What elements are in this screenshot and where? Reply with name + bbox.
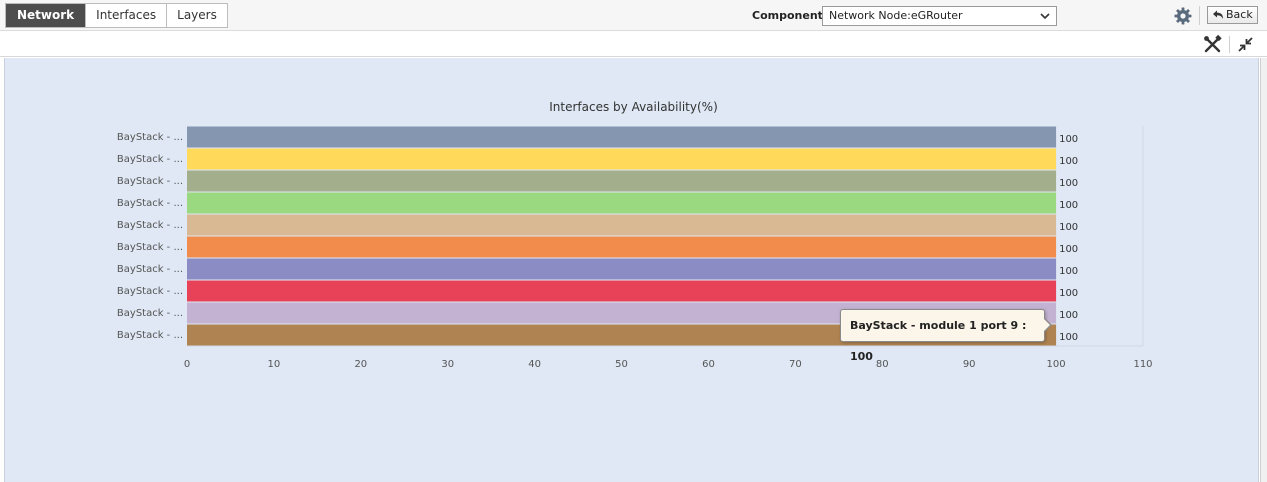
bar[interactable] xyxy=(187,280,1057,302)
bar[interactable] xyxy=(187,302,1057,324)
x-tick-label: 10 xyxy=(268,359,281,370)
toolbar-divider-2 xyxy=(1229,36,1230,53)
data-label: 100 xyxy=(1059,244,1078,255)
chevron-down-icon xyxy=(1040,13,1050,20)
category-label: BayStack - ... xyxy=(117,176,183,187)
bar[interactable] xyxy=(187,324,1057,346)
category-label: BayStack - ... xyxy=(117,308,183,319)
bar[interactable] xyxy=(187,148,1057,170)
tools-icon[interactable] xyxy=(1203,35,1222,54)
x-tick-label: 50 xyxy=(615,359,628,370)
x-tick-label: 80 xyxy=(876,359,889,370)
data-label: 100 xyxy=(1059,266,1078,277)
top-bar: Network Interfaces Layers Component Netw… xyxy=(0,0,1267,31)
x-tick-label: 100 xyxy=(1047,359,1066,370)
x-tick-label: 20 xyxy=(354,359,367,370)
back-button[interactable]: Back xyxy=(1207,6,1258,24)
bar[interactable] xyxy=(187,192,1057,214)
component-label: Component xyxy=(752,9,823,22)
data-label: 100 xyxy=(1059,310,1078,321)
category-label: BayStack - ... xyxy=(117,242,183,253)
category-label: BayStack - ... xyxy=(117,286,183,297)
tooltip-pointer-fill xyxy=(1043,318,1050,332)
category-label: BayStack - ... xyxy=(117,330,183,341)
bar[interactable] xyxy=(187,258,1057,280)
data-label: 100 xyxy=(1059,178,1078,189)
bar[interactable] xyxy=(187,126,1057,148)
bar[interactable] xyxy=(187,214,1057,236)
category-label: BayStack - ... xyxy=(117,220,183,231)
category-label: BayStack - ... xyxy=(117,132,183,143)
x-tick-label: 90 xyxy=(963,359,976,370)
bar[interactable] xyxy=(187,170,1057,192)
vertical-scrollbar[interactable] xyxy=(1260,58,1267,482)
data-label: 100 xyxy=(1059,288,1078,299)
category-label: BayStack - ... xyxy=(117,154,183,165)
data-label: 100 xyxy=(1059,222,1078,233)
toolbar-divider xyxy=(1199,6,1200,25)
x-tick-label: 30 xyxy=(441,359,454,370)
view-tabs: Network Interfaces Layers xyxy=(5,3,228,28)
category-label: BayStack - ... xyxy=(117,198,183,209)
tab-interfaces[interactable]: Interfaces xyxy=(86,4,168,27)
x-tick-label: 60 xyxy=(702,359,715,370)
bar[interactable] xyxy=(187,236,1057,258)
gear-icon[interactable] xyxy=(1174,7,1192,25)
data-label: 100 xyxy=(1059,332,1078,343)
data-label: 100 xyxy=(1059,200,1078,211)
component-select[interactable]: Network Node:eGRouter xyxy=(822,6,1057,26)
secondary-toolbar xyxy=(0,32,1267,57)
collapse-icon[interactable] xyxy=(1237,36,1254,53)
tab-network[interactable]: Network xyxy=(6,4,87,27)
bar-tooltip: BayStack - module 1 port 9 : 100 xyxy=(840,309,1045,363)
category-label: BayStack - ... xyxy=(117,264,183,275)
data-label: 100 xyxy=(1059,134,1078,145)
tab-layers[interactable]: Layers xyxy=(177,8,217,22)
x-tick-label: 0 xyxy=(184,359,190,370)
x-tick-label: 110 xyxy=(1133,359,1152,370)
back-button-label: Back xyxy=(1226,8,1253,21)
data-label: 100 xyxy=(1059,156,1078,167)
x-tick-label: 70 xyxy=(789,359,802,370)
component-select-value: Network Node:eGRouter xyxy=(829,9,963,22)
chart-title: Interfaces by Availability(%) xyxy=(549,100,718,114)
back-arrow-icon xyxy=(1213,10,1223,19)
x-tick-label: 40 xyxy=(528,359,541,370)
